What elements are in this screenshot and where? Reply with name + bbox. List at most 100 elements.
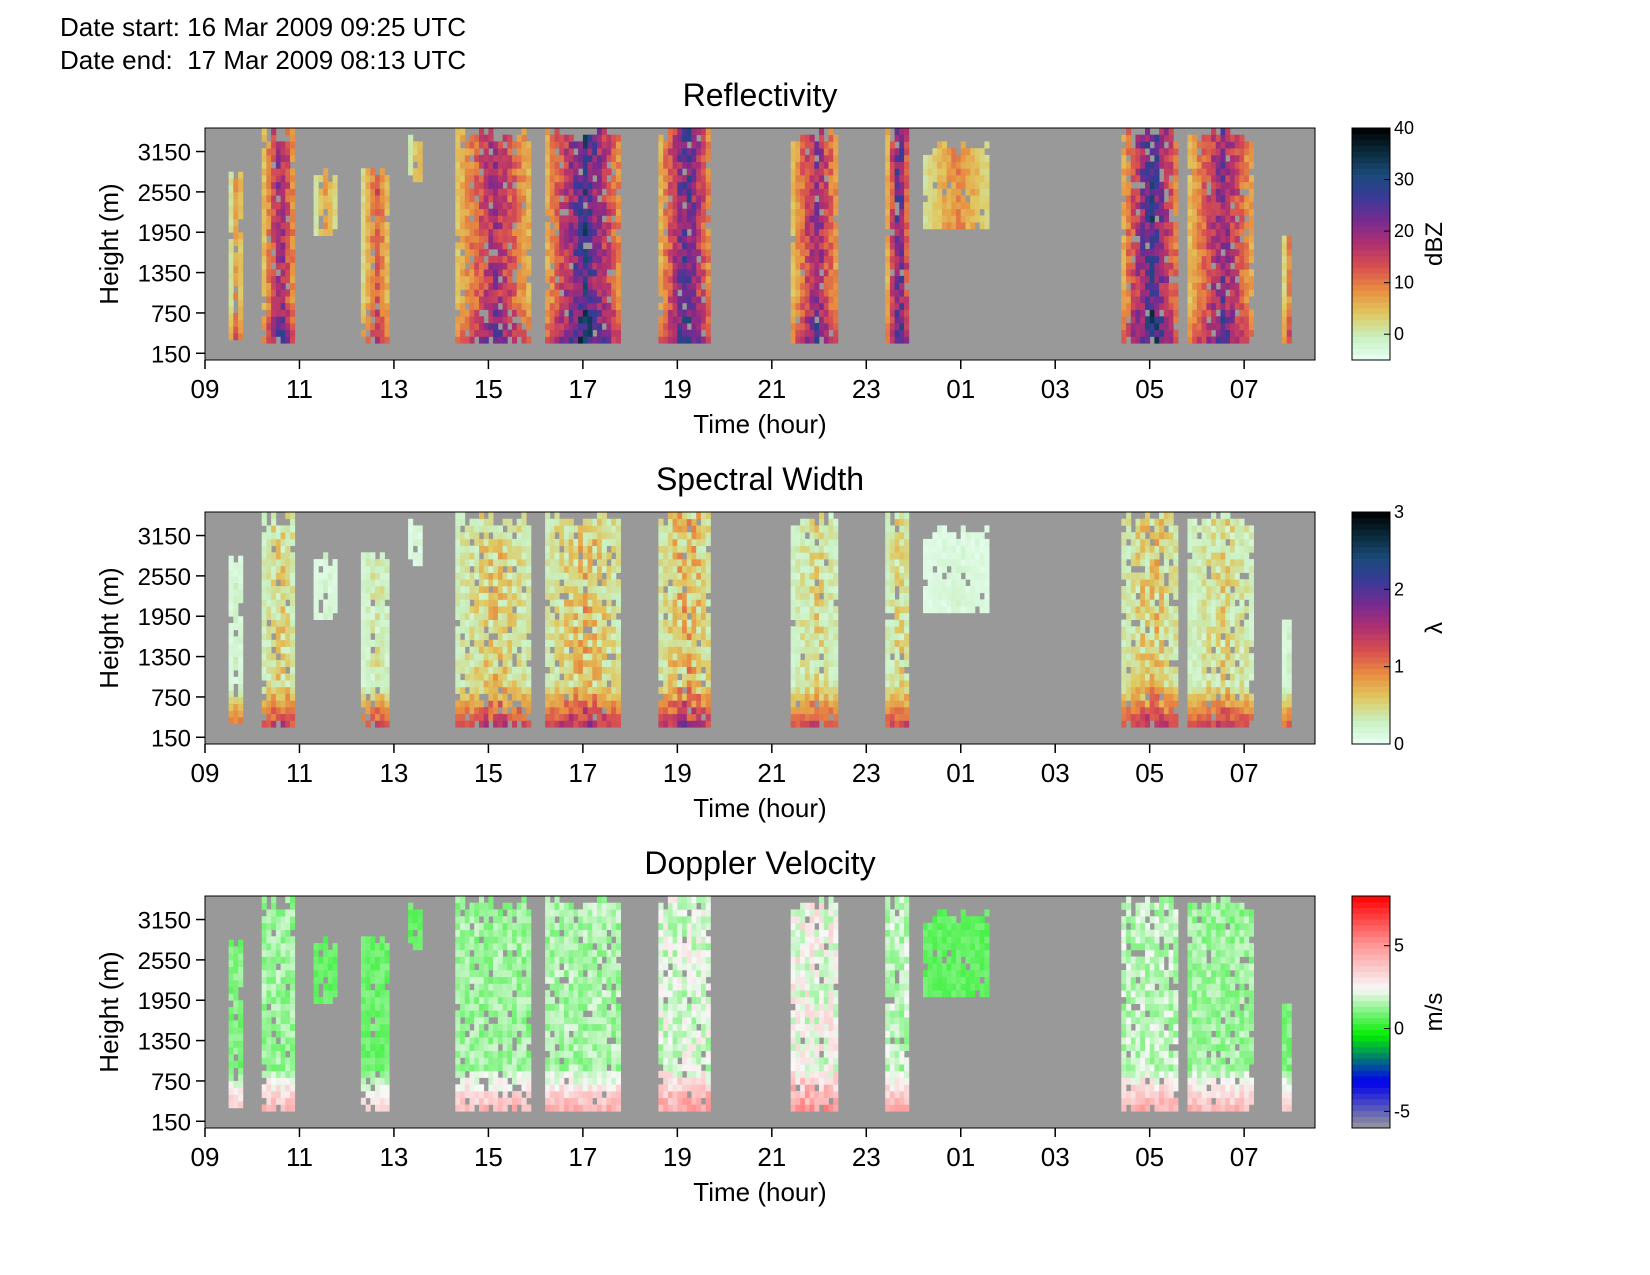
echo-cell (280, 262, 286, 270)
echo-cell (455, 559, 461, 567)
echo-cell (1244, 208, 1250, 216)
echo-cell (323, 579, 329, 587)
echo-cell (469, 269, 475, 277)
echo-cell (885, 269, 891, 277)
echo-cell (682, 262, 688, 270)
echo-cell (682, 141, 688, 149)
echo-cell (360, 606, 366, 614)
echo-cell (261, 161, 267, 169)
echo-cell (1140, 235, 1146, 243)
echo-cell (691, 633, 697, 641)
echo-cell (384, 659, 390, 667)
echo-cell (360, 559, 366, 567)
echo-cell (800, 282, 806, 290)
echo-cell (1159, 188, 1165, 196)
echo-cell (1154, 289, 1160, 297)
echo-cell (682, 148, 688, 156)
echo-cell (559, 538, 565, 546)
echo-cell (464, 195, 470, 203)
echo-cell (564, 599, 570, 607)
echo-cell (611, 161, 617, 169)
echo-cell (521, 222, 527, 230)
echo-cell (1173, 208, 1179, 216)
echo-cell (493, 639, 499, 647)
echo-cell (1130, 329, 1136, 337)
echo-cell (365, 599, 371, 607)
echo-cell (469, 134, 475, 142)
echo-cell (370, 228, 376, 236)
echo-cell (578, 686, 584, 694)
echo-cell (507, 686, 513, 694)
echo-cell (568, 552, 574, 560)
echo-cell (549, 255, 555, 263)
echo-cell (701, 323, 707, 331)
echo-cell (1163, 154, 1169, 162)
echo-cell (1149, 228, 1155, 236)
echo-cell (1201, 215, 1207, 223)
echo-cell (1230, 316, 1236, 324)
echo-cell (460, 168, 466, 176)
echo-cell (261, 208, 267, 216)
echo-cell (238, 239, 244, 247)
echo-cell (479, 329, 485, 337)
echo-cell (412, 525, 418, 533)
echo-cell (549, 713, 555, 721)
echo-cell (417, 545, 423, 553)
echo-cell (611, 302, 617, 310)
echo-cell (554, 336, 560, 344)
echo-cell (323, 175, 329, 183)
echo-cell (701, 525, 707, 533)
echo-cell (587, 262, 593, 270)
echo-cell (833, 134, 839, 142)
echo-cell (479, 296, 485, 304)
echo-cell (1163, 269, 1169, 277)
echo-cell (545, 134, 551, 142)
echo-cell (290, 626, 296, 634)
echo-cell (469, 619, 475, 627)
echo-cell (889, 161, 895, 169)
echo-cell (521, 249, 527, 257)
echo-cell (889, 249, 895, 257)
echo-cell (275, 673, 281, 681)
echo-cell (701, 262, 707, 270)
echo-cell (521, 262, 527, 270)
echo-cell (686, 329, 692, 337)
colorbar-swatch (1352, 255, 1390, 262)
echo-cell (667, 309, 673, 317)
echo-cell (384, 235, 390, 243)
echo-cell (899, 168, 905, 176)
echo-cell (705, 626, 711, 634)
echo-cell (483, 296, 489, 304)
echo-cell (521, 579, 527, 587)
echo-cell (663, 619, 669, 627)
echo-cell (677, 302, 683, 310)
echo-cell (790, 255, 796, 263)
echo-cell (502, 538, 508, 546)
echo-cell (611, 525, 617, 533)
echo-cell (828, 309, 834, 317)
echo-cell (564, 673, 570, 681)
echo-cell (658, 518, 664, 526)
echo-cell (904, 208, 910, 216)
echo-cell (960, 222, 966, 230)
echo-cell (1239, 249, 1245, 257)
echo-cell (573, 646, 579, 654)
echo-cell (1173, 202, 1179, 210)
echo-cell (559, 202, 565, 210)
x-tick-label: 23 (852, 374, 881, 404)
echo-cell (573, 161, 579, 169)
echo-cell (564, 532, 570, 540)
echo-cell (460, 532, 466, 540)
echo-cell (549, 161, 555, 169)
echo-cell (606, 134, 612, 142)
echo-cell (554, 512, 560, 520)
echo-cell (819, 161, 825, 169)
colorbar-swatch (1352, 186, 1390, 193)
echo-cell (493, 188, 499, 196)
echo-cell (1173, 289, 1179, 297)
echo-cell (497, 175, 503, 183)
echo-cell (266, 275, 272, 283)
echo-cell (672, 653, 678, 661)
echo-cell (384, 646, 390, 654)
echo-cell (408, 168, 414, 176)
